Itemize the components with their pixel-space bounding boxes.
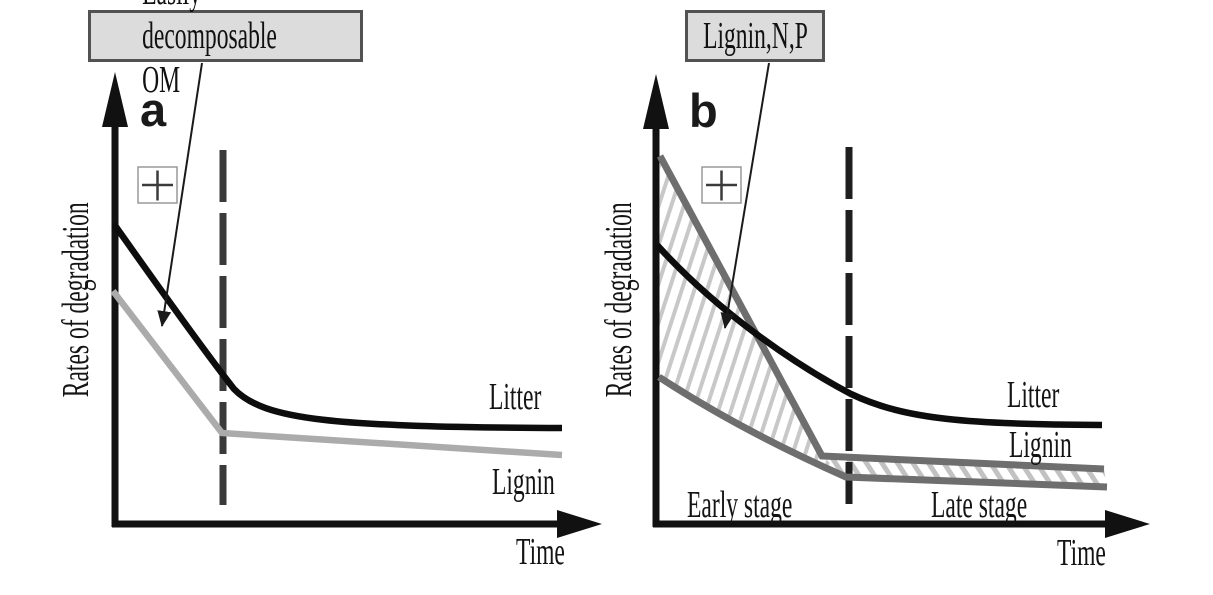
litter-curve-b — [654, 242, 1103, 429]
lignin-upper-bound-line-b — [656, 154, 1105, 473]
lignin-line-a — [110, 289, 563, 459]
positive-effect-badge-b — [701, 166, 742, 204]
lignin-label-b: Lignin — [1009, 424, 1072, 466]
x-axis-label-a: Time — [516, 531, 565, 573]
litter-curve-a — [111, 222, 563, 432]
y-axis-arrowhead-a — [102, 72, 128, 127]
plus-icon — [706, 170, 737, 201]
late-stage-hatch-band — [822, 456, 1107, 487]
plus-icon — [142, 170, 173, 201]
early-stage-hatch-region — [659, 158, 846, 477]
lignin-lower-bound-line-b — [657, 374, 1108, 491]
litter-label-a: Litter — [489, 376, 542, 418]
callout-pointer-arrow-a — [157, 62, 203, 327]
y-axis-label-a: Rates of degradation — [55, 202, 97, 398]
early-stage-label: Early stage — [687, 484, 793, 526]
x-axis-arrowhead-a — [557, 510, 602, 538]
late-stage-label: Late stage — [931, 484, 1028, 526]
callout-pointer-arrow-b — [720, 62, 770, 329]
panel-b-graphics — [643, 62, 1150, 538]
y-axis-arrowhead-b — [643, 74, 669, 129]
panel-a-callout-box: Easily decomposable OM — [88, 0, 363, 101]
x-axis-label-b: Time — [1057, 532, 1106, 574]
x-axis-arrowhead-b — [1105, 510, 1150, 538]
panel-letter-b: b — [689, 84, 718, 137]
positive-effect-badge-a — [137, 166, 178, 204]
panel-a-graphics — [102, 62, 602, 538]
litter-label-b: Litter — [1007, 374, 1060, 416]
panel-b-callout-box: Lignin,N,P — [685, 10, 825, 62]
panel-letter-a: a — [140, 83, 167, 136]
y-axis-label-b: Rates of degradation — [598, 202, 640, 398]
lignin-label-a: Lignin — [492, 461, 555, 503]
panel-b-callout-label: Lignin,N,P — [702, 15, 808, 57]
panel-a-callout-label: Easily decomposable OM — [142, 0, 277, 101]
